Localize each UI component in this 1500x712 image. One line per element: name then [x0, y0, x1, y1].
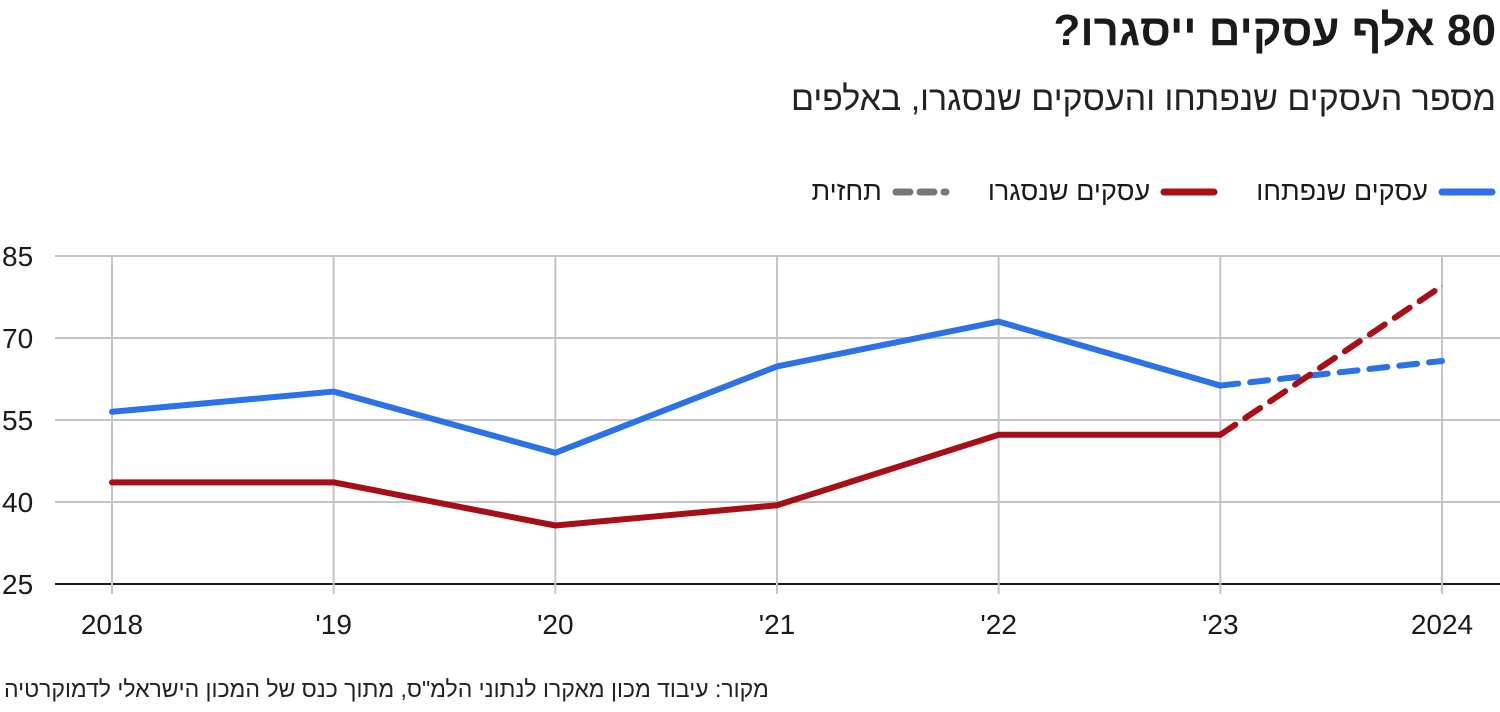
data-point — [1441, 360, 1443, 362]
data-point — [776, 504, 778, 506]
data-point — [333, 391, 335, 393]
x-tick-label: '20 — [537, 609, 574, 640]
data-point — [998, 321, 1000, 323]
legend-swatch-forecast — [892, 188, 950, 195]
data-point — [1219, 434, 1221, 436]
x-tick-label: '23 — [1202, 609, 1239, 640]
data-point — [776, 365, 778, 367]
legend-swatch-closed — [1160, 188, 1218, 195]
series-forecast-line-1 — [1217, 283, 1445, 438]
source-note: מקור: עיבוד מכון מאקרו לנתוני הלמ"ס, מתו… — [4, 676, 769, 702]
y-tick-label: 25 — [2, 569, 33, 600]
data-point — [333, 481, 335, 483]
y-tick-label: 70 — [2, 323, 33, 354]
chart-legend: עסקים שנפתחו עסקים שנסגרו תחזית — [812, 176, 1496, 207]
legend-item-opened: עסקים שנפתחו — [1256, 176, 1496, 207]
series-line-0 — [109, 318, 1224, 456]
data-point — [1441, 285, 1443, 287]
series-layer — [109, 283, 1445, 529]
chart-subtitle: מספר העסקים שנפתחו והעסקים שנסגרו, באלפי… — [790, 80, 1496, 118]
line-chart: 25 40 55 70 85 2018 '19 '20 '21 '22 '23 2024 — [2, 241, 1500, 640]
legend-item-closed: עסקים שנסגרו — [988, 176, 1218, 207]
series-line-1 — [109, 431, 1224, 529]
data-point — [111, 411, 113, 413]
data-point — [554, 452, 556, 454]
grid-layer — [55, 255, 1500, 594]
x-tick-label: 2018 — [81, 609, 143, 640]
data-point — [554, 525, 556, 527]
x-tick-label: '21 — [759, 609, 796, 640]
legend-label-opened: עסקים שנפתחו — [1256, 176, 1428, 206]
chart-title: 80 אלף עסקים ייסגרו? — [1053, 6, 1496, 55]
legend-label-forecast: תחזית — [811, 176, 882, 206]
data-point — [998, 434, 1000, 436]
legend-swatch-opened — [1438, 188, 1496, 195]
x-tick-label: '19 — [315, 609, 352, 640]
legend-item-forecast: תחזית — [812, 176, 950, 207]
x-tick-label: '22 — [980, 609, 1017, 640]
x-tick-label: 2024 — [1411, 609, 1473, 640]
y-tick-label: 55 — [2, 405, 33, 436]
legend-label-closed: עסקים שנסגרו — [987, 176, 1151, 206]
y-tick-label: 40 — [2, 487, 33, 518]
y-tick-label: 85 — [2, 241, 33, 272]
tick-label-layer: 25 40 55 70 85 2018 '19 '20 '21 '22 '23 2024 — [2, 241, 1473, 640]
data-point — [1219, 385, 1221, 387]
data-point — [111, 481, 113, 483]
series-forecast-line-0 — [1217, 357, 1445, 389]
